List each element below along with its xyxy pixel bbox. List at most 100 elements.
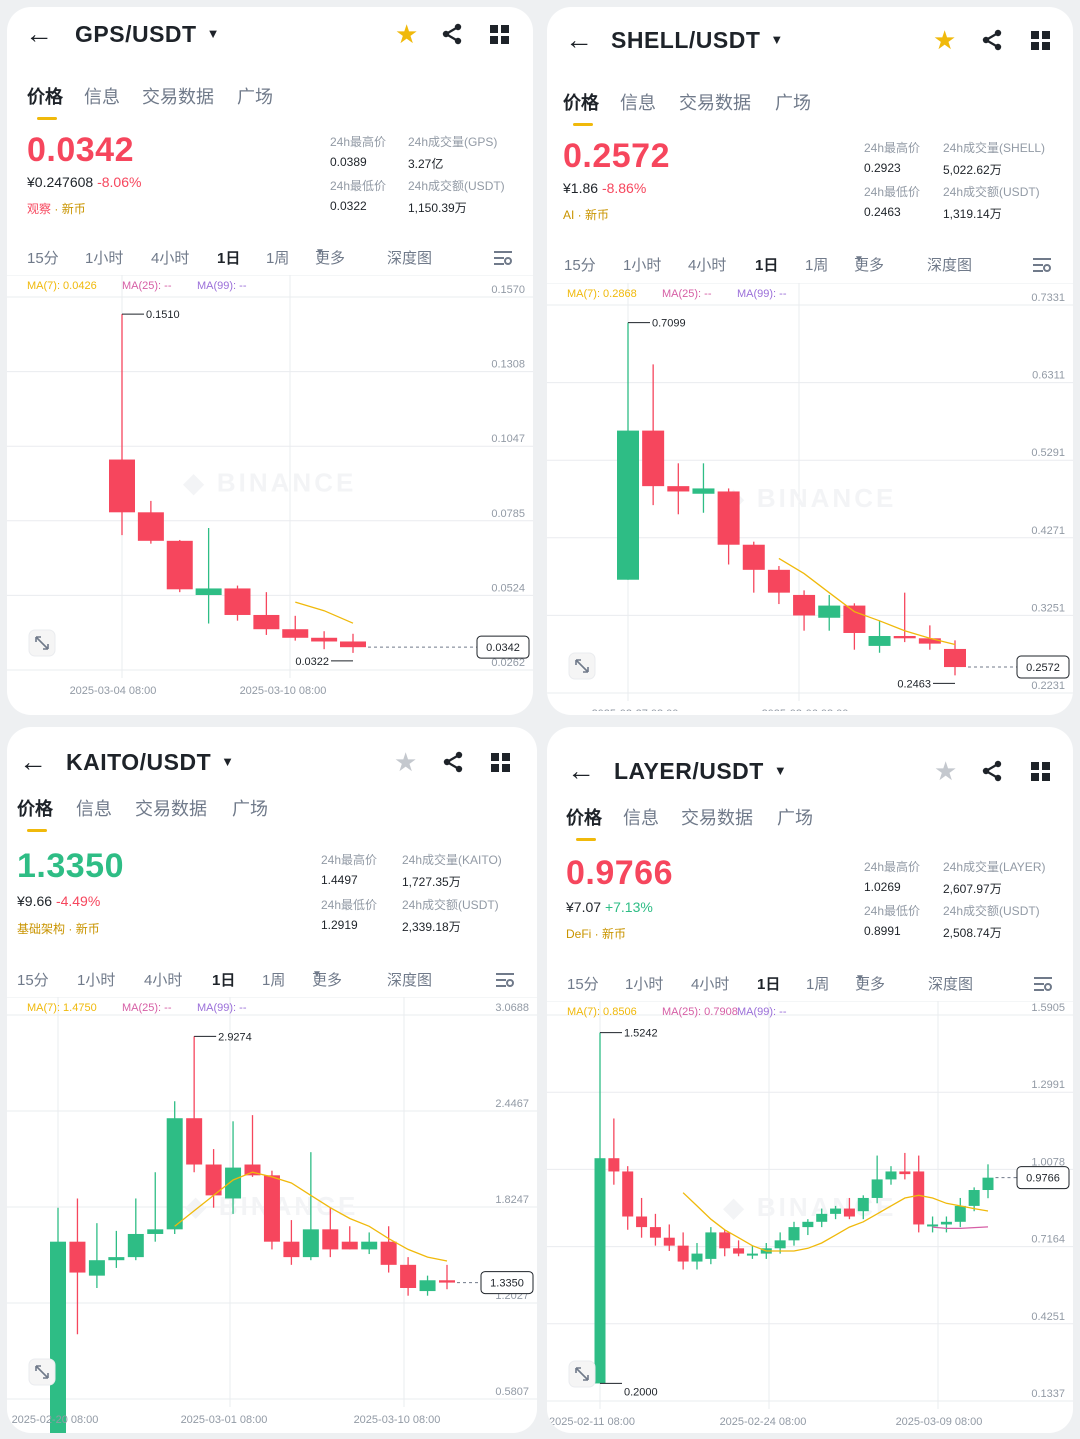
pair-selector[interactable]: GPS/USDT ▼	[75, 19, 220, 49]
tab-trading-data[interactable]: 交易数据	[135, 799, 207, 819]
interval-4h[interactable]: 4小时	[144, 972, 183, 989]
tab-trading-data[interactable]: 交易数据	[681, 808, 753, 828]
stat-label: 24h最高价	[864, 141, 921, 155]
arrow-left-icon[interactable]: ←	[565, 24, 593, 55]
arrow-left-icon[interactable]: ←	[19, 746, 47, 777]
chart-settings-icon[interactable]	[495, 971, 515, 989]
pair-selector[interactable]: LAYER/USDT ▼	[614, 756, 787, 786]
interval-1h[interactable]: 1小时	[77, 972, 116, 989]
arrow-left-icon[interactable]: ←	[25, 18, 53, 49]
stat-amount: 24h成交额(USDT) 1,319.14万	[943, 183, 1040, 222]
tab-price[interactable]: 价格	[566, 808, 602, 828]
star-icon[interactable]: ★	[933, 25, 957, 55]
kline-chart[interactable]: 0.1570 0.1308 0.1047 0.0785 0.0524 0.0262 ◆ BI…	[7, 275, 533, 707]
tab-info[interactable]: 信息	[76, 799, 112, 819]
interval-1d[interactable]: 1日	[757, 976, 781, 993]
interval-1w[interactable]: 1周	[262, 972, 286, 989]
tag[interactable]: DeFi	[566, 927, 592, 941]
tab-trading-data[interactable]: 交易数据	[142, 87, 214, 107]
interval-15m[interactable]: 15分	[17, 972, 49, 989]
interval-1d[interactable]: 1日	[212, 972, 236, 989]
caret-down-icon: ▼	[855, 973, 865, 984]
interval-4h[interactable]: 4小时	[691, 976, 730, 993]
pair-selector[interactable]: KAITO/USDT ▼	[66, 747, 235, 777]
interval-1w[interactable]: 1周	[266, 250, 290, 267]
interval-1h[interactable]: 1小时	[625, 976, 664, 993]
star-icon[interactable]: ★	[934, 756, 958, 786]
chart-settings-icon[interactable]	[1033, 975, 1053, 993]
interval-depth[interactable]: 深度图	[387, 972, 433, 989]
pair-name: LAYER/USDT	[614, 758, 764, 784]
interval-depth[interactable]: 深度图	[927, 257, 973, 274]
tab-price[interactable]: 价格	[17, 799, 53, 819]
star-icon[interactable]: ★	[394, 747, 418, 777]
star-icon[interactable]: ★	[395, 19, 419, 49]
tag[interactable]: 基础架构	[17, 922, 66, 936]
interval-1h[interactable]: 1小时	[85, 250, 124, 267]
tab-price[interactable]: 价格	[27, 87, 63, 107]
chart-settings-icon[interactable]	[493, 249, 513, 267]
interval-depth[interactable]: 深度图	[928, 976, 974, 993]
stat-label: 24h成交量(SHELL)	[943, 141, 1046, 155]
interval-15m[interactable]: 15分	[564, 257, 596, 274]
tag[interactable]: 新币	[602, 927, 627, 941]
tab-info[interactable]: 信息	[84, 87, 120, 107]
share-icon[interactable]	[442, 751, 464, 773]
interval-1h[interactable]: 1小时	[623, 257, 662, 274]
grid-icon[interactable]	[491, 753, 511, 773]
tag[interactable]: AI	[563, 208, 575, 222]
price-sub: ¥9.66 -4.49%	[17, 893, 100, 909]
chart-settings-icon[interactable]	[1032, 256, 1052, 274]
tag[interactable]: 新币	[75, 922, 100, 936]
tab-price[interactable]: 价格	[563, 93, 599, 113]
interval-1d[interactable]: 1日	[755, 257, 779, 274]
interval-1d[interactable]: 1日	[217, 250, 241, 267]
share-icon[interactable]	[981, 29, 1003, 51]
share-icon[interactable]	[981, 760, 1003, 782]
tab-square[interactable]: 广场	[777, 808, 813, 828]
tag[interactable]: 新币	[585, 208, 610, 222]
interval-depth[interactable]: 深度图	[387, 250, 433, 267]
candle-body	[677, 1245, 689, 1262]
interval-4h[interactable]: 4小时	[151, 250, 190, 267]
arrow-left-icon[interactable]: ←	[567, 755, 595, 786]
candle-body	[746, 1253, 758, 1256]
interval-4h[interactable]: 4小时	[688, 257, 727, 274]
y-tick-label: 0.0785	[491, 508, 525, 520]
tab-trading-data[interactable]: 交易数据	[679, 93, 751, 113]
stat-high: 24h最高价 1.4497	[321, 851, 377, 887]
kline-chart[interactable]: 1.5905 1.2991 1.0078 0.7164 0.4251 0.1337 ◆ BI…	[547, 1001, 1073, 1433]
expand-icon[interactable]	[28, 629, 56, 657]
candle-body	[244, 1164, 261, 1176]
interval-15m[interactable]: 15分	[27, 250, 59, 267]
caret-down-icon: ▼	[315, 247, 325, 258]
tags: 观察 · 新币	[27, 202, 86, 216]
candle-body	[816, 1213, 828, 1222]
tab-square[interactable]: 广场	[237, 87, 273, 107]
grid-icon[interactable]	[490, 25, 510, 45]
panel-shell: ← SHELL/USDT ▼ ★ 价格 信息 交易数据 广场 0.2572 ¥1.…	[547, 7, 1073, 715]
tag[interactable]: 观察	[27, 202, 52, 216]
stat-value: 5,022.62万	[943, 163, 1002, 177]
share-icon[interactable]	[441, 23, 463, 45]
expand-icon[interactable]	[568, 1360, 596, 1388]
kline-chart[interactable]: 3.0688 2.4467 1.8247 1.2027 0.5807 ◆ BINANCE M…	[7, 997, 537, 1433]
expand-icon[interactable]	[568, 652, 596, 680]
grid-icon[interactable]	[1031, 762, 1051, 782]
tag[interactable]: 新币	[61, 202, 86, 216]
tab-info[interactable]: 信息	[623, 808, 659, 828]
tab-square[interactable]: 广场	[232, 799, 268, 819]
expand-icon-glyph	[575, 659, 589, 673]
x-tick-label: 2025-03-04 08:00	[70, 685, 157, 697]
tab-info[interactable]: 信息	[620, 93, 656, 113]
tab-square[interactable]: 广场	[775, 93, 811, 113]
pair-selector[interactable]: SHELL/USDT ▼	[611, 25, 784, 55]
grid-icon[interactable]	[1031, 31, 1051, 51]
expand-icon[interactable]	[28, 1358, 56, 1386]
interval-1w[interactable]: 1周	[806, 976, 830, 993]
interval-1w[interactable]: 1周	[805, 257, 829, 274]
header: ← LAYER/USDT ▼ ★	[547, 744, 1073, 804]
kline-chart[interactable]: 0.7331 0.6311 0.5291 0.4271 0.3251 0.2231 ◆ BI…	[547, 283, 1073, 711]
interval-15m[interactable]: 15分	[567, 976, 599, 993]
